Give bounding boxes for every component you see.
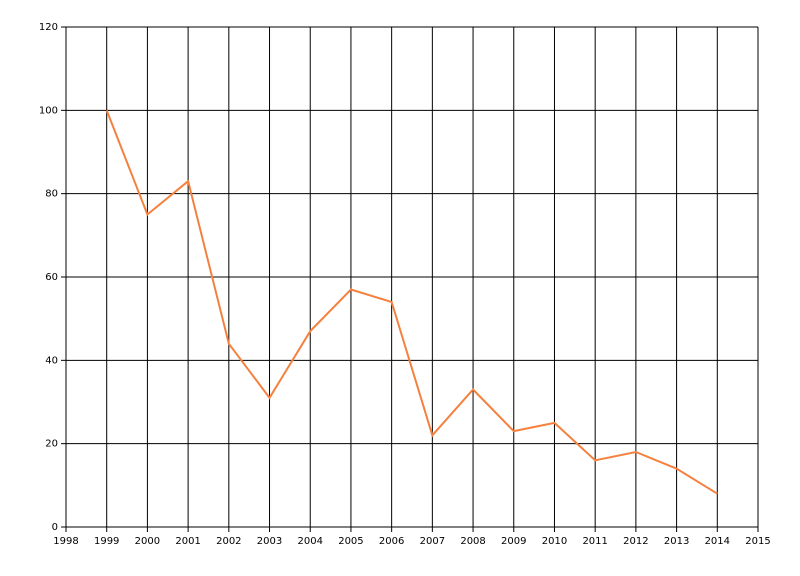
y-tick-label: 20 (45, 439, 58, 450)
y-tick-label: 120 (39, 22, 58, 33)
x-tick-label: 2009 (501, 536, 526, 547)
x-tick-label: 2013 (664, 536, 689, 547)
y-tick-label: 100 (39, 105, 58, 116)
x-tick-label: 1999 (94, 536, 119, 547)
x-tick-label: 2006 (379, 536, 404, 547)
x-tick-label: 2002 (216, 536, 241, 547)
x-tick-label: 2003 (257, 536, 282, 547)
x-tick-label: 2014 (705, 536, 730, 547)
y-tick-label: 60 (45, 272, 58, 283)
x-tick-label: 2011 (582, 536, 607, 547)
x-tick-label: 2004 (298, 536, 323, 547)
x-tick-label: 2005 (338, 536, 363, 547)
x-tick-label: 2001 (175, 536, 200, 547)
y-tick-label: 40 (45, 355, 58, 366)
y-tick-label: 0 (52, 522, 58, 533)
x-tick-label: 2007 (420, 536, 445, 547)
x-tick-label: 2010 (542, 536, 567, 547)
x-tick-label: 2008 (460, 536, 485, 547)
x-tick-label: 1998 (53, 536, 78, 547)
x-tick-label: 2000 (135, 536, 160, 547)
line-series (105, 109, 718, 495)
x-tick-label: 2015 (745, 536, 770, 547)
x-tick-label: 2012 (623, 536, 648, 547)
y-tick-label: 80 (45, 189, 58, 200)
